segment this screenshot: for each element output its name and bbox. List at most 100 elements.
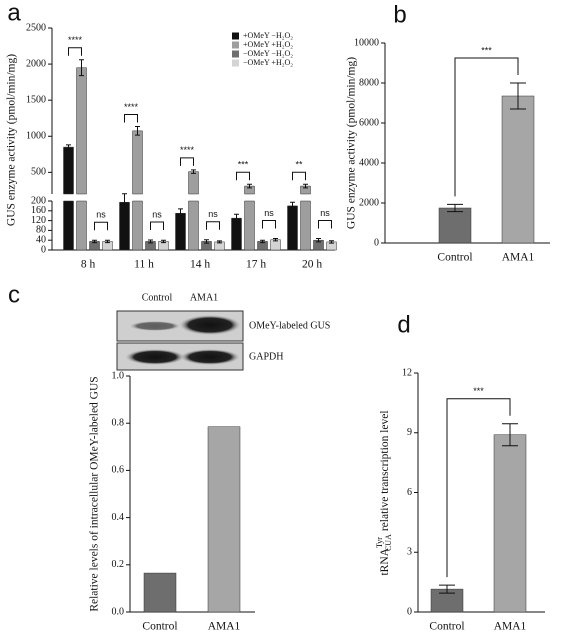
x-tick-label: 17 h: [246, 259, 266, 271]
significance-bracket: [124, 114, 138, 123]
error-bar: [161, 239, 166, 244]
error-bar: [247, 183, 252, 189]
bar: [438, 207, 472, 244]
y-tick-label: 6: [407, 487, 412, 498]
y-tick-label: 2000: [359, 197, 379, 208]
significance-label: ****: [180, 145, 195, 155]
y-tick-label: 1500: [26, 94, 46, 105]
x-tick-label: Control: [437, 252, 472, 264]
x-tick-label: 8 h: [81, 259, 96, 271]
y-tick-label: 9: [407, 427, 412, 438]
error-bar: [66, 144, 71, 150]
band-label: GAPDH: [249, 351, 283, 362]
bar: [501, 95, 535, 244]
y-tick-label: 200: [31, 195, 46, 206]
panel-label: c: [8, 281, 20, 308]
significance-bracket: [446, 398, 511, 578]
error-bar: [260, 239, 265, 244]
bar: [493, 434, 527, 613]
y-axis-label: GUS enzyme activity (pmol/min/mg): [346, 57, 358, 229]
y-tick-label: 40: [36, 234, 46, 245]
significance-bracket: [262, 219, 276, 229]
bar: [145, 241, 156, 251]
bar: [207, 426, 241, 613]
significance-bracket: [292, 171, 306, 181]
significance-label: ns: [320, 208, 330, 218]
y-axis-label-part: CUA: [384, 534, 393, 551]
band-label: OMeY-labeled GUS: [249, 320, 330, 331]
y-axis-label-part: tRNA: [379, 547, 391, 575]
error-bar: [273, 237, 278, 242]
error-bar: [92, 239, 97, 244]
x-tick-label: AMA1: [494, 621, 527, 633]
significance-label: ns: [96, 210, 106, 220]
y-tick-label: 10000: [354, 37, 379, 48]
lane-label: AMA1: [190, 292, 218, 303]
error-bar: [329, 240, 334, 244]
y-axis-label-part: Tyr: [375, 537, 384, 548]
bar: [143, 572, 177, 613]
error-bar: [510, 82, 526, 110]
y-tick-label: 0.2: [112, 559, 125, 570]
bar: [326, 241, 337, 251]
panel-label: d: [397, 311, 410, 338]
legend-swatch: [232, 32, 239, 40]
y-tick-label: 8000: [359, 77, 379, 88]
x-tick-label: Control: [429, 621, 464, 633]
bar: [214, 241, 225, 251]
significance-label: ***: [473, 386, 484, 396]
significance-bracket: [454, 57, 519, 197]
significance-label: ns: [208, 209, 218, 219]
bar: [119, 201, 130, 251]
y-tick-label: 500: [31, 167, 46, 178]
y-tick-label: 160: [31, 205, 46, 216]
x-tick-label: 20 h: [302, 259, 322, 271]
y-tick-label: 80: [36, 225, 46, 236]
error-bar: [290, 201, 295, 211]
significance-label: ***: [238, 160, 249, 170]
significance-label: **: [295, 160, 303, 170]
bar: [270, 239, 281, 251]
y-tick-label: 4000: [359, 157, 379, 168]
bar: [76, 67, 87, 251]
y-tick-label: 3: [407, 547, 412, 558]
error-bar: [135, 126, 140, 136]
error-bar: [217, 240, 222, 244]
error-bar: [79, 59, 84, 77]
significance-bracket: [94, 221, 108, 231]
bar: [188, 171, 199, 251]
legend-swatch: [232, 41, 239, 49]
error-bar: [447, 203, 463, 213]
significance-label: ***: [481, 45, 492, 55]
y-tick-label: 6000: [359, 117, 379, 128]
panel-label: a: [7, 0, 21, 26]
significance-bracket: [236, 171, 250, 181]
panel-label: b: [393, 1, 406, 28]
x-tick-label: AMA1: [208, 621, 241, 633]
bar: [132, 130, 143, 251]
bar: [158, 241, 169, 251]
blot-band: [180, 349, 240, 365]
y-axis-label: GUS enzyme activity (pmol/min/mg): [6, 54, 18, 226]
y-tick-label: 12: [402, 367, 412, 378]
y-tick-label: 0.6: [112, 465, 125, 476]
bar: [102, 241, 113, 251]
x-tick-label: Control: [142, 621, 177, 633]
error-bar: [191, 169, 196, 174]
y-tick-label: 0.4: [112, 512, 125, 523]
lane-label: Control: [142, 292, 173, 303]
y-axis-label: tRNATyrCUA relative transcription level: [375, 410, 393, 575]
error-bar: [303, 183, 308, 189]
bar: [313, 239, 324, 251]
y-tick-label: 2500: [26, 22, 46, 33]
bar: [231, 217, 242, 251]
significance-bracket: [68, 47, 82, 56]
error-bar: [234, 213, 239, 223]
legend-label: −OMeY +H₂O₂: [243, 58, 293, 67]
bar: [244, 185, 255, 251]
error-bar: [122, 193, 127, 205]
blot-band: [125, 349, 185, 365]
error-bar: [105, 239, 110, 244]
significance-bracket: [180, 157, 194, 166]
